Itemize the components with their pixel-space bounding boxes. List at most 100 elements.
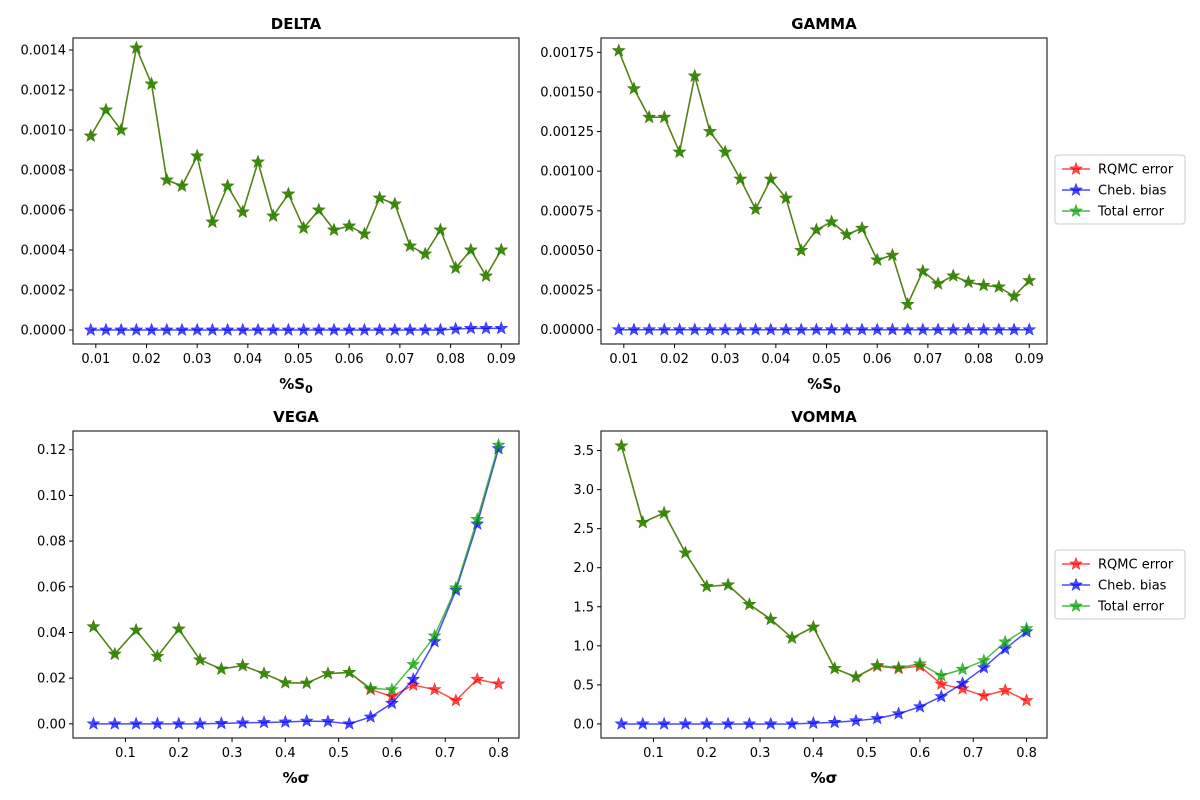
- chart-title: GAMMA: [791, 15, 857, 33]
- data-point: [718, 144, 733, 159]
- data-point: [406, 657, 421, 671]
- data-point: [327, 322, 342, 336]
- data-point: [144, 76, 159, 90]
- data-point: [299, 713, 314, 728]
- y-tick-label: 1.5: [573, 600, 594, 615]
- x-tick-label: 0.01: [609, 352, 638, 367]
- data-point: [626, 322, 641, 336]
- x-tick-label: 0.4: [275, 746, 296, 761]
- data-point: [266, 208, 281, 222]
- data-point: [470, 671, 485, 686]
- data-point: [299, 675, 314, 690]
- series-line: [620, 445, 1027, 702]
- data-point: [278, 675, 293, 689]
- data-point: [387, 322, 402, 336]
- x-axis-label-main: %σ: [811, 769, 838, 787]
- x-tick-label: 0.03: [711, 352, 740, 367]
- data-point: [98, 322, 113, 336]
- data-point: [991, 322, 1006, 336]
- series-line: [620, 445, 1027, 678]
- data-point: [427, 634, 442, 648]
- x-tick-label: 0.4: [803, 746, 824, 761]
- data-point: [702, 322, 717, 336]
- y-tick-label: 0.00: [37, 717, 66, 732]
- data-point: [657, 109, 672, 124]
- data-point: [733, 322, 748, 336]
- data-point: [614, 716, 629, 730]
- data-point: [839, 322, 854, 336]
- data-point: [946, 322, 961, 336]
- data-point: [129, 622, 144, 637]
- data-point: [763, 611, 778, 626]
- data-point: [342, 218, 357, 232]
- x-axis-label: %S0: [279, 375, 313, 396]
- data-point: [794, 322, 809, 336]
- data-point: [470, 512, 485, 526]
- y-tick-label: 0.04: [37, 626, 66, 641]
- x-tick-label: 0.06: [335, 352, 364, 367]
- series-line: [92, 444, 500, 691]
- x-tick-label: 0.07: [385, 352, 414, 367]
- legend: RQMC error Cheb. bias Total error: [1054, 549, 1186, 620]
- data-point: [494, 242, 509, 256]
- data-point: [672, 322, 687, 336]
- x-axis-label-main: %σ: [283, 769, 310, 787]
- data-point: [114, 322, 129, 336]
- x-tick-label: 0.05: [284, 352, 313, 367]
- data-point: [190, 148, 205, 162]
- data-point: [1019, 621, 1034, 635]
- data-point: [1007, 322, 1022, 336]
- data-point: [778, 322, 793, 336]
- data-point: [311, 322, 326, 336]
- x-axis-label: %S0: [807, 375, 841, 396]
- data-point: [885, 322, 900, 336]
- data-point: [320, 714, 335, 728]
- y-tick-label: 0.00100: [540, 165, 594, 180]
- data-point: [721, 577, 736, 591]
- series-line: [618, 50, 1030, 307]
- x-tick-label: 0.8: [1016, 746, 1037, 761]
- legend-box: [1054, 549, 1186, 620]
- data-point: [83, 322, 98, 336]
- x-tick-label: 0.8: [488, 746, 509, 761]
- x-tick-label: 0.5: [328, 746, 349, 761]
- data-point: [785, 716, 800, 730]
- y-tick-label: 2.5: [573, 522, 594, 537]
- data-point: [611, 322, 626, 336]
- x-tick-label: 0.3: [750, 746, 771, 761]
- y-tick-label: 0.0: [573, 717, 594, 732]
- data-point: [384, 682, 399, 696]
- y-tick-label: 0.02: [37, 672, 66, 687]
- data-point: [809, 322, 824, 336]
- chart-title: VOMMA: [791, 408, 857, 426]
- y-tick-label: 0.00175: [540, 46, 594, 61]
- data-point: [827, 715, 842, 729]
- data-point: [976, 660, 991, 674]
- data-point: [870, 252, 885, 266]
- data-point: [205, 214, 220, 228]
- data-point: [257, 715, 272, 729]
- data-point: [384, 695, 399, 710]
- y-tick-label: 3.0: [573, 483, 594, 498]
- series-total: [611, 43, 1037, 311]
- data-point: [235, 204, 250, 218]
- data-point: [976, 277, 991, 292]
- data-point: [934, 676, 949, 691]
- data-point: [278, 714, 293, 728]
- data-point: [98, 102, 113, 116]
- y-tick-label: 0.0006: [21, 204, 67, 219]
- series-cheb: [83, 321, 509, 336]
- series-rqmc: [86, 619, 506, 707]
- data-point: [827, 661, 842, 675]
- data-point: [406, 677, 421, 691]
- axes-frame: [72, 37, 520, 345]
- panel-vega: VEGA 0.1 0.2 0.3 0.4 0.5 0.6 0.7 0.8 0.00 0.02 0.04…: [37, 408, 520, 787]
- data-point: [900, 322, 915, 336]
- series-total: [614, 438, 1034, 684]
- data-point: [824, 322, 839, 336]
- x-tick-label: 0.09: [487, 352, 516, 367]
- data-point: [372, 190, 387, 204]
- data-point: [809, 222, 824, 236]
- data-point: [687, 68, 702, 83]
